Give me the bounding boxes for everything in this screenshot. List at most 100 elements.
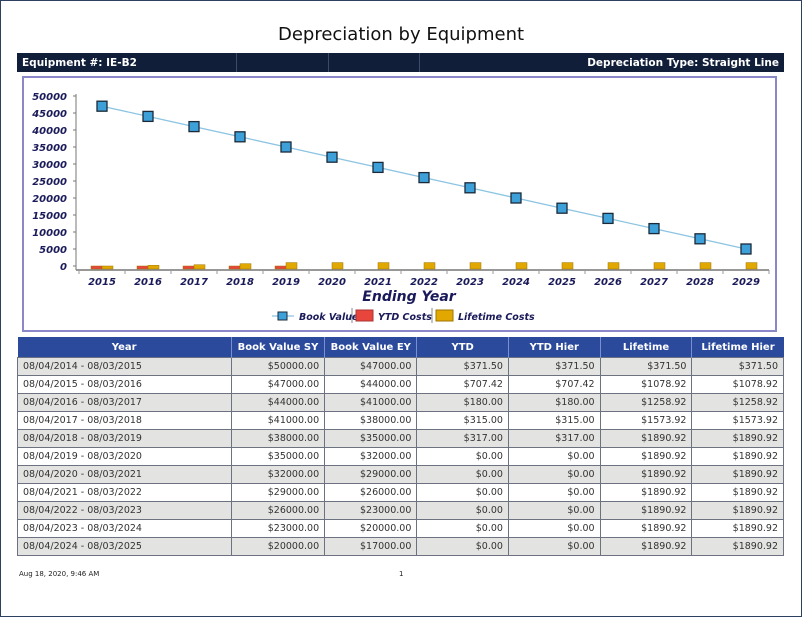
table-cell: $41000.00 — [230, 411, 326, 430]
lifetime-costs-bar — [101, 265, 114, 270]
x-tick-label: 2025 — [548, 277, 576, 288]
table-cell: $0.00 — [416, 519, 509, 538]
table-cell: $0.00 — [507, 519, 601, 538]
x-axis: 2015 2016 2017 2018 2019 2020 2021 2022 2023 2024… — [76, 269, 770, 288]
lifetime-costs-bar — [469, 262, 482, 270]
lifetime-costs-bar — [423, 262, 436, 270]
table-cell: 08/04/2022 - 08/03/2023 — [17, 501, 232, 520]
legend-swatch — [355, 309, 374, 322]
table-cell: 08/04/2024 - 08/03/2025 — [17, 537, 232, 556]
depreciation-chart: 0 5000 10000 15000 20000 25000 30000 35000 40000… — [31, 92, 770, 323]
table-cell: $26000.00 — [324, 483, 418, 502]
table-cell: $315.00 — [416, 411, 509, 430]
lifetime-costs-bar — [561, 262, 574, 270]
lifetime-costs-bar — [515, 262, 528, 270]
book-value-marker — [96, 100, 108, 112]
table-cell: $1890.92 — [691, 429, 784, 448]
chart-legend: Book Value YTD Costs Lifetime Costs — [272, 308, 535, 323]
table-cell: 08/04/2020 - 08/03/2021 — [17, 465, 232, 484]
table-cell: $44000.00 — [324, 375, 418, 394]
table-cell: $0.00 — [507, 447, 601, 466]
table-cell: $371.50 — [416, 357, 509, 376]
table-cell: $1573.92 — [599, 411, 693, 430]
chart-container: 0 5000 10000 15000 20000 25000 30000 35000 40000… — [22, 76, 777, 332]
table-cell: $1890.92 — [691, 501, 784, 520]
table-row: 08/04/2016 - 08/03/2017 $44000.00 $41000.0… — [17, 393, 784, 412]
table-cell: $1890.92 — [691, 519, 784, 538]
table-cell: $47000.00 — [324, 357, 418, 376]
table-cell: $0.00 — [416, 483, 509, 502]
book-value-marker — [234, 131, 246, 143]
lifetime-costs-bar — [193, 264, 206, 270]
x-tick-label: 2029 — [732, 277, 760, 288]
x-tick-label: 2020 — [318, 277, 346, 288]
table-cell: 08/04/2021 - 08/03/2022 — [17, 483, 232, 502]
book-value-marker — [142, 110, 154, 123]
table-cell: $50000.00 — [230, 357, 326, 376]
table-cell: $38000.00 — [324, 411, 418, 430]
table-cell: $371.50 — [507, 357, 601, 376]
table-cell: $1890.92 — [599, 483, 693, 502]
ytd-costs-bar — [90, 265, 103, 270]
table-cell: $1890.92 — [599, 537, 693, 556]
legend-marker-swatch — [277, 311, 288, 321]
legend-label: Book Value — [299, 312, 359, 323]
book-value-marker — [188, 120, 200, 133]
y-axis: 0 5000 10000 15000 20000 25000 30000 35000 40000… — [31, 92, 77, 273]
book-value-marker — [556, 202, 568, 214]
bar-series — [90, 262, 758, 270]
y-tick-label: 25000 — [32, 177, 67, 188]
y-tick-label: 20000 — [32, 194, 67, 205]
ytd-costs-bar — [182, 265, 195, 270]
table-cell: $1890.92 — [599, 429, 693, 448]
lifetime-costs-bar — [607, 262, 620, 270]
lifetime-costs-bar — [745, 262, 758, 270]
book-value-marker — [464, 182, 476, 194]
table-cell: $23000.00 — [324, 501, 418, 520]
table-cell: $0.00 — [416, 447, 509, 466]
table-cell: 08/04/2014 - 08/03/2015 — [17, 357, 232, 376]
column-header: Book Value EY — [324, 337, 417, 358]
report-title: Depreciation by Equipment — [277, 24, 525, 45]
table-cell: 08/04/2019 - 08/03/2020 — [17, 447, 232, 466]
table-row: 08/04/2019 - 08/03/2020 $35000.00 $32000.0… — [17, 447, 784, 466]
book-value-marker — [372, 161, 384, 174]
book-value-marker — [602, 212, 614, 225]
column-header: Lifetime — [599, 337, 692, 358]
x-tick-label: 2028 — [686, 277, 714, 288]
book-value-marker — [326, 151, 338, 163]
table-cell: 08/04/2023 - 08/03/2024 — [17, 519, 232, 538]
table-cell: $371.50 — [691, 357, 784, 376]
equipment-label: Equipment #: IE-B2 — [17, 53, 237, 72]
y-tick-label: 50000 — [32, 92, 67, 103]
table-cell: $0.00 — [507, 501, 601, 520]
book-value-marker — [418, 171, 430, 184]
x-tick-label: 2023 — [456, 277, 484, 288]
table-cell: $26000.00 — [230, 501, 326, 520]
table-cell: $1573.92 — [691, 411, 784, 430]
x-tick-label: 2019 — [272, 277, 300, 288]
ytd-costs-bar — [228, 265, 241, 270]
table-cell: $1890.92 — [599, 465, 693, 484]
ytd-costs-bar — [274, 265, 287, 270]
table-cell: $17000.00 — [324, 537, 418, 556]
table-cell: $707.42 — [416, 375, 509, 394]
x-tick-label: 2027 — [640, 277, 668, 288]
table-row: 08/04/2023 - 08/03/2024 $23000.00 $20000.0… — [17, 519, 784, 538]
table-cell: $23000.00 — [230, 519, 326, 538]
table-cell: $41000.00 — [324, 393, 418, 412]
table-row: 08/04/2015 - 08/03/2016 $47000.00 $44000.0… — [17, 375, 784, 394]
table-cell: $0.00 — [507, 537, 601, 556]
table-cell: $35000.00 — [230, 447, 326, 466]
x-tick-label: 2024 — [502, 277, 530, 288]
book-value-marker — [740, 243, 752, 255]
depreciation-type-label: Depreciation Type: Straight Line — [587, 56, 779, 69]
table-cell: $0.00 — [507, 465, 601, 484]
table-cell: $371.50 — [599, 357, 693, 376]
footer-timestamp: Aug 18, 2020, 9:46 AM — [19, 570, 100, 578]
depreciation-table: Year Book Value SY Book Value EY YTD YTD Hie… — [17, 337, 784, 556]
book-value-marker — [280, 141, 292, 153]
line-series — [96, 100, 752, 255]
lifetime-costs-bar — [331, 262, 344, 270]
table-cell: $29000.00 — [230, 483, 326, 502]
